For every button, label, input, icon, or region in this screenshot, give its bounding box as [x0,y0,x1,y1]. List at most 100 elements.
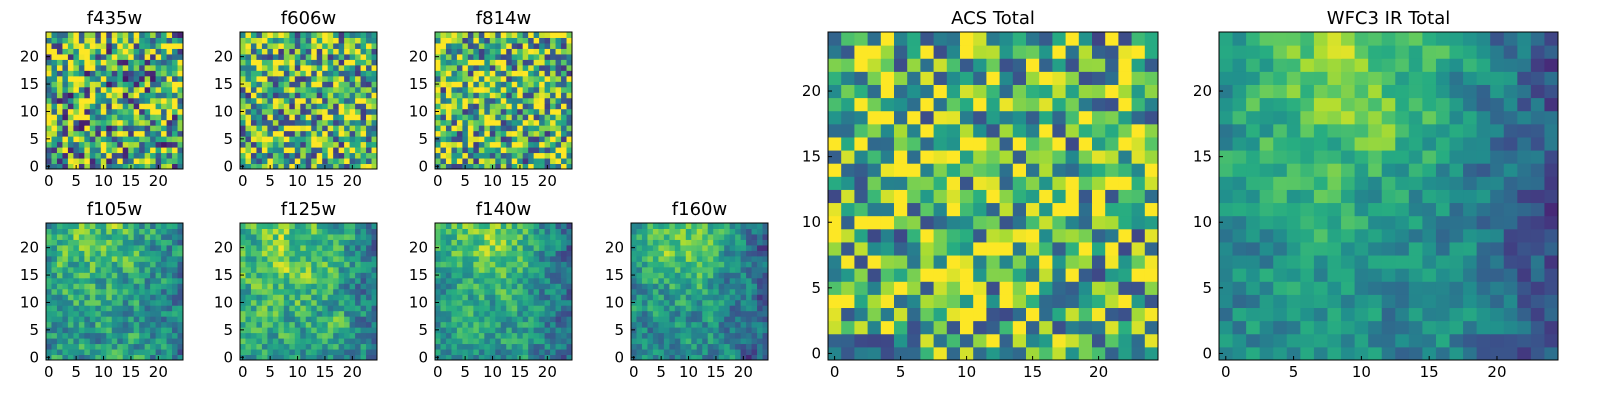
heatmap-cell [305,37,312,44]
heatmap-cell [1012,281,1027,295]
heatmap-cell [111,294,118,301]
heatmap-cell [757,288,764,295]
heatmap-cell [278,233,285,240]
heatmap-cell [1131,307,1146,322]
heatmap-cell [867,163,882,177]
heatmap-cell [78,250,85,257]
heatmap-cell [177,130,184,137]
heatmap-cell [500,233,507,240]
heatmap-cell [161,244,168,251]
heatmap-cell [322,108,329,115]
heatmap-cell [631,310,637,317]
heatmap-cell [272,239,279,246]
heatmap-cell [517,92,524,99]
heatmap-cell [272,86,279,93]
heatmap-cell [680,261,687,268]
heatmap-cell [484,119,491,126]
heatmap-cell [973,268,987,282]
heatmap-cell [445,97,452,104]
heatmap-cell [561,48,568,55]
heatmap-cell [528,250,535,257]
heatmap-cell [539,349,546,356]
heatmap-cell [445,119,452,126]
heatmap-cell [467,283,474,290]
heatmap-cell [920,228,935,243]
heatmap-cell [89,354,96,361]
heatmap-cell [456,244,463,251]
heatmap-cell [84,81,91,88]
heatmap-cell [933,123,948,138]
heatmap-cell [256,233,263,240]
heatmap-cell [73,103,80,110]
heatmap-cell [305,136,312,143]
heatmap-cell [440,59,447,66]
heatmap-cell [435,266,441,273]
heatmap-cell [440,75,447,82]
heatmap-cell [445,70,452,77]
heatmap-cell [522,103,529,110]
heatmap-cell [316,81,323,88]
heatmap-cell [854,123,869,138]
heatmap-cell [920,346,935,361]
heatmap-cell [517,310,524,317]
heatmap-cell [451,86,458,93]
heatmap-cell [544,108,551,115]
heatmap-cell [973,123,987,138]
heatmap-cell [256,97,263,104]
heatmap-cell [440,316,447,323]
heatmap-cell [360,272,367,279]
heatmap-cell [1026,255,1040,269]
heatmap-cell [658,338,665,345]
heatmap-cell [566,86,573,93]
heatmap-cell [484,86,491,93]
heatmap-cell [462,294,469,301]
heatmap-cell [729,261,736,268]
heatmap-cell [1039,294,1053,309]
heatmap-cell [467,272,474,279]
heatmap-cell [95,103,102,110]
heatmap-cell [139,86,146,93]
heatmap-cell [250,283,257,290]
heatmap-cell [311,163,318,170]
heatmap-cell [278,321,285,328]
heatmap-cell [636,343,643,350]
heatmap-cell [283,97,290,104]
heatmap-cell [51,114,58,121]
heatmap-cell [533,277,540,284]
heatmap-cell [261,37,268,44]
heatmap-cell [566,32,573,38]
heatmap-cell [933,215,948,230]
heatmap-cell [349,321,356,328]
heatmap-cell [544,37,551,44]
heatmap-cell [511,250,518,257]
heatmap-cell [144,92,151,99]
heatmap-cell [111,125,118,132]
heatmap-cell [533,158,540,165]
heatmap-cell [680,305,687,312]
heatmap-cell [652,327,659,334]
heatmap-cell [333,239,340,246]
heatmap-cell [1039,241,1053,256]
heatmap-cell [100,255,107,262]
heatmap-cell [333,305,340,312]
heatmap-cell [78,299,85,306]
heatmap-cell [177,42,184,49]
heatmap-cell [355,223,362,229]
heatmap-cell [647,277,654,284]
heatmap-cell [366,239,373,246]
heatmap-cell [533,141,540,148]
heatmap-cell [484,299,491,306]
heatmap-cell [161,338,168,345]
heatmap-cell [539,119,546,126]
heatmap-cell [506,37,513,44]
heatmap-cell [56,299,63,306]
heatmap-cell [360,349,367,356]
heatmap-cell [278,97,285,104]
heatmap-cell [724,223,731,229]
heatmap-cell [740,288,747,295]
heatmap-cell [841,333,855,348]
heatmap-cell [84,327,91,334]
heatmap-cell [305,147,312,154]
heatmap-cell [484,266,491,273]
